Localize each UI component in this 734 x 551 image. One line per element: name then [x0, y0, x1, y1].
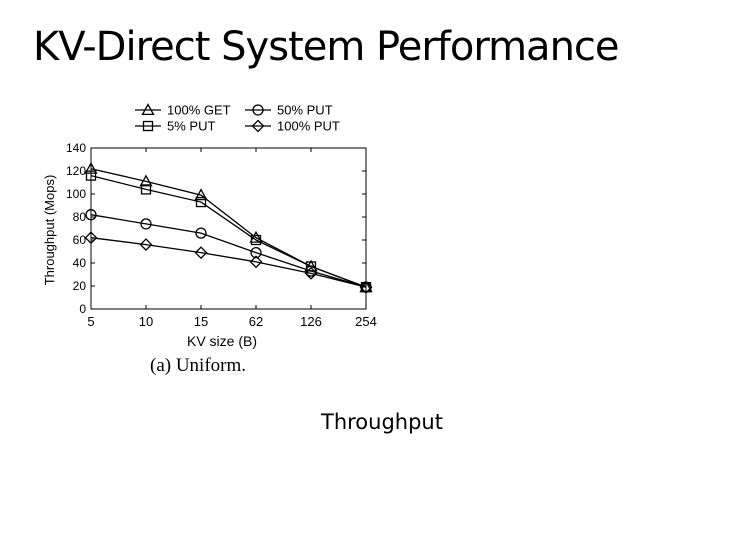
legend-entry: 100% PUT	[245, 119, 340, 134]
x-tick-label: 62	[249, 314, 263, 329]
series-line	[90, 214, 367, 288]
x-tick-label: 5	[87, 314, 94, 329]
series-circle	[85, 209, 372, 293]
y-tick-label: 120	[66, 164, 86, 178]
data-point	[249, 255, 263, 269]
plot-frame	[90, 147, 367, 310]
data-point	[305, 261, 317, 272]
legend-marker	[141, 103, 155, 116]
chart-caption: (a) Uniform.	[150, 355, 247, 376]
y-ticks: 0 20 40 60 80 100 120 140	[66, 141, 366, 316]
y-tick-label: 140	[66, 141, 86, 155]
data-point	[85, 170, 97, 181]
legend-entry: 50% PUT	[245, 103, 333, 118]
data-point	[84, 161, 98, 174]
y-tick-label: 20	[73, 279, 87, 293]
data-point	[360, 281, 372, 293]
data-point	[139, 174, 153, 187]
data-point	[195, 227, 207, 239]
data-point	[139, 238, 153, 252]
legend-marker	[142, 120, 154, 132]
x-ticks: 5 10 15 62 126 254	[87, 148, 377, 329]
legend-entry: 100% GET	[135, 103, 231, 118]
y-tick-label: 60	[73, 233, 87, 247]
legend-marker	[252, 104, 264, 116]
data-point	[304, 266, 318, 280]
legend-label: 50% PUT	[277, 103, 333, 118]
y-tick-label: 100	[66, 187, 86, 201]
data-point	[85, 209, 97, 221]
data-point	[194, 246, 208, 260]
slide-title: KV-Direct System Performance	[33, 24, 620, 70]
legend-marker	[251, 119, 265, 133]
footer-label: Throughput	[321, 410, 443, 434]
data-point	[249, 230, 263, 243]
x-tick-label: 10	[139, 314, 153, 329]
legend-label: 5% PUT	[167, 119, 215, 134]
y-tick-label: 0	[79, 302, 86, 316]
data-point	[140, 184, 152, 195]
legend-label: 100% GET	[167, 103, 231, 118]
series-square	[85, 170, 372, 293]
x-axis-label: KV size (B)	[187, 333, 257, 349]
y-axis-label: Throughput (Mops)	[42, 175, 57, 286]
legend-label: 100% PUT	[277, 119, 340, 134]
data-point	[194, 188, 208, 201]
data-point	[140, 218, 152, 230]
series-diamond	[84, 231, 373, 294]
data-point	[195, 196, 207, 208]
x-tick-label: 254	[355, 314, 377, 329]
series-line	[90, 174, 367, 288]
data-point	[250, 234, 262, 246]
series-line	[90, 237, 367, 288]
y-tick-label: 40	[73, 256, 87, 270]
x-tick-label: 126	[300, 314, 322, 329]
series-triangle	[84, 161, 373, 293]
legend-entry: 5% PUT	[135, 119, 215, 134]
chart-series	[84, 161, 373, 294]
x-tick-label: 15	[194, 314, 208, 329]
throughput-chart: 100% GET 50% PUT 5% PUT 100% PUT 0 20 40 60 80 1…	[42, 103, 377, 350]
y-tick-label: 80	[73, 210, 87, 224]
data-point	[250, 246, 262, 259]
chart-legend: 100% GET 50% PUT 5% PUT 100% PUT	[135, 103, 340, 134]
data-point	[84, 231, 98, 245]
data-point	[359, 280, 373, 294]
chart-axes	[90, 147, 367, 310]
